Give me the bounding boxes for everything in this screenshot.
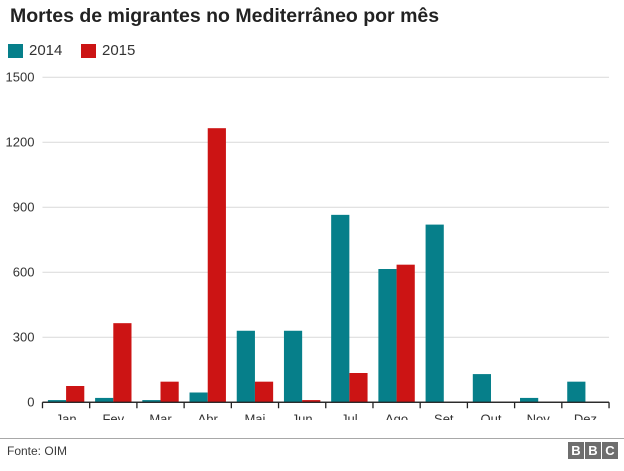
svg-text:0: 0: [27, 394, 34, 409]
svg-text:Mai: Mai: [244, 411, 265, 420]
svg-text:Ago: Ago: [385, 411, 408, 420]
svg-text:Jan: Jan: [56, 411, 77, 420]
svg-text:300: 300: [13, 329, 35, 344]
svg-text:Out: Out: [481, 411, 502, 420]
svg-text:900: 900: [13, 199, 35, 214]
svg-text:Mar: Mar: [149, 411, 172, 420]
svg-text:Jul: Jul: [341, 411, 358, 420]
svg-text:Set: Set: [434, 411, 454, 420]
svg-text:1200: 1200: [6, 134, 35, 149]
svg-text:Nov: Nov: [527, 411, 551, 420]
svg-text:Dez: Dez: [574, 411, 597, 420]
svg-text:Abr: Abr: [198, 411, 219, 420]
svg-text:Jun: Jun: [292, 411, 313, 420]
svg-text:Fev: Fev: [102, 411, 124, 420]
svg-text:1500: 1500: [6, 69, 35, 84]
svg-text:600: 600: [13, 264, 35, 279]
